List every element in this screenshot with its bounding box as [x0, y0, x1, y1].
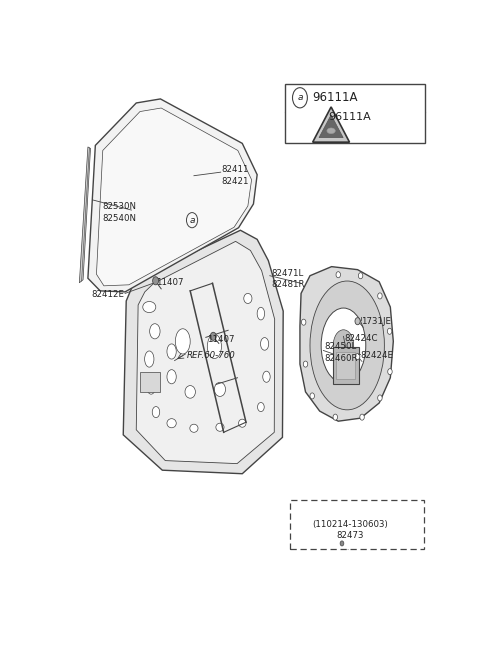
Circle shape — [378, 293, 382, 299]
Ellipse shape — [147, 382, 155, 394]
Circle shape — [336, 272, 340, 277]
FancyBboxPatch shape — [290, 500, 424, 550]
Circle shape — [388, 369, 392, 375]
Polygon shape — [136, 241, 275, 464]
FancyBboxPatch shape — [336, 352, 355, 379]
Ellipse shape — [167, 370, 176, 384]
Ellipse shape — [143, 302, 156, 313]
Circle shape — [340, 541, 344, 546]
Circle shape — [210, 333, 216, 340]
Text: 1731JE: 1731JE — [361, 318, 391, 326]
Polygon shape — [79, 147, 91, 283]
FancyBboxPatch shape — [140, 372, 160, 392]
Polygon shape — [123, 230, 283, 474]
Circle shape — [355, 354, 360, 359]
Ellipse shape — [215, 382, 226, 396]
Ellipse shape — [244, 293, 252, 304]
Circle shape — [292, 88, 307, 108]
Ellipse shape — [310, 281, 384, 410]
Ellipse shape — [321, 308, 366, 383]
Text: a: a — [297, 93, 303, 102]
Ellipse shape — [207, 335, 221, 359]
Ellipse shape — [152, 407, 160, 418]
Circle shape — [378, 395, 382, 401]
Text: 96111A: 96111A — [312, 91, 357, 104]
Text: a: a — [189, 216, 195, 224]
Ellipse shape — [333, 330, 354, 361]
Text: 11407: 11407 — [156, 278, 183, 287]
Circle shape — [360, 414, 364, 420]
Ellipse shape — [175, 329, 190, 354]
Circle shape — [303, 361, 308, 367]
Polygon shape — [88, 99, 257, 292]
Ellipse shape — [261, 338, 269, 350]
Ellipse shape — [239, 419, 246, 427]
Ellipse shape — [257, 307, 264, 320]
Ellipse shape — [167, 344, 176, 359]
Ellipse shape — [167, 419, 176, 428]
Text: 96111A: 96111A — [328, 112, 371, 122]
Ellipse shape — [216, 423, 224, 431]
Circle shape — [310, 393, 314, 399]
Circle shape — [153, 277, 158, 285]
Circle shape — [186, 213, 198, 228]
Ellipse shape — [144, 351, 154, 367]
Polygon shape — [312, 107, 349, 142]
Polygon shape — [300, 266, 393, 421]
Ellipse shape — [190, 424, 198, 432]
Circle shape — [355, 318, 360, 325]
FancyBboxPatch shape — [333, 347, 359, 384]
Text: REF.60-760: REF.60-760 — [186, 351, 235, 360]
Text: 82530N
82540N: 82530N 82540N — [103, 202, 137, 223]
Polygon shape — [319, 115, 343, 138]
Text: (110214-130603)
82473: (110214-130603) 82473 — [312, 520, 388, 540]
Text: 82412E: 82412E — [92, 290, 125, 299]
Text: 11407: 11407 — [207, 335, 234, 344]
Circle shape — [387, 328, 392, 335]
Text: 82450L
82460R: 82450L 82460R — [324, 342, 358, 363]
Text: 82424E: 82424E — [360, 350, 394, 359]
Text: 82471L
82481R: 82471L 82481R — [271, 268, 305, 289]
Text: 82411
82421: 82411 82421 — [222, 165, 249, 186]
Circle shape — [301, 319, 306, 325]
FancyBboxPatch shape — [285, 84, 424, 144]
Ellipse shape — [263, 371, 270, 382]
Polygon shape — [96, 108, 252, 286]
Ellipse shape — [258, 403, 264, 411]
Circle shape — [333, 414, 337, 420]
Ellipse shape — [327, 128, 335, 134]
Ellipse shape — [185, 386, 195, 398]
Ellipse shape — [150, 323, 160, 339]
Text: 82424C: 82424C — [345, 334, 378, 343]
Circle shape — [359, 273, 363, 279]
